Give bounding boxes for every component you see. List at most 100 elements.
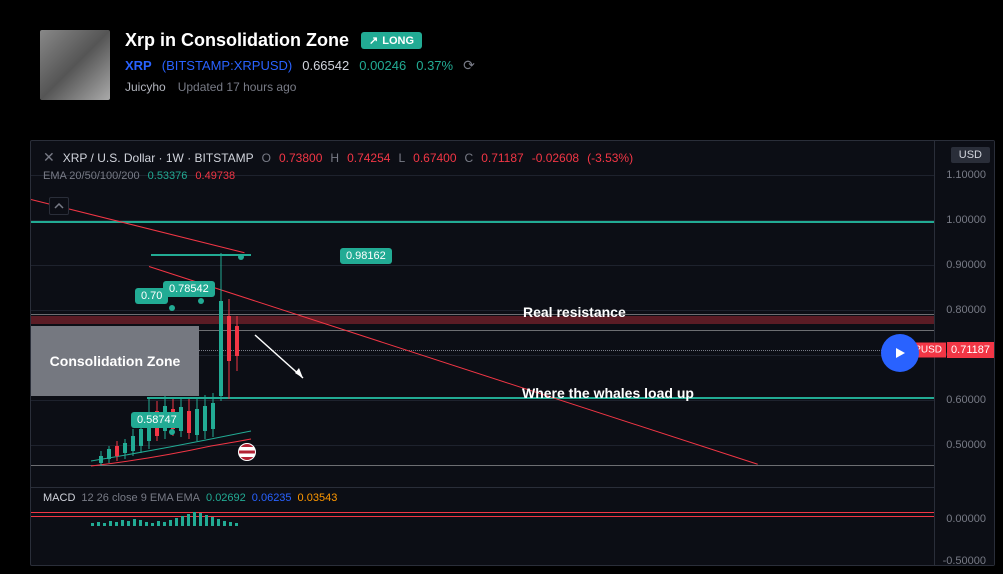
- macd-bar: [103, 523, 106, 526]
- macd-bar: [205, 515, 208, 526]
- ticker-row: XRP (BITSTAMP:XRPUSD) 0.66542 0.00246 0.…: [125, 57, 963, 74]
- pair-label: XRP / U.S. Dollar · 1W · BITSTAMP: [63, 151, 254, 165]
- y-tick: 0.90000: [946, 259, 986, 271]
- macd-bar: [169, 520, 172, 526]
- ohlc-l: 0.67400: [413, 151, 456, 165]
- ohlc-change: -0.02608: [532, 151, 579, 165]
- macd-bar: [175, 518, 178, 526]
- macd-bar: [223, 521, 226, 526]
- macd-bar: [163, 522, 166, 526]
- macd-bar: [121, 520, 124, 526]
- macd-value-1: 0.02692: [206, 492, 246, 504]
- macd-bar: [91, 523, 94, 526]
- price-marker-dot: [169, 305, 175, 311]
- ema-label: EMA 20/50/100/200: [43, 170, 140, 182]
- ohlc-c: 0.71187: [481, 151, 524, 165]
- resistance-line-green-upper: [31, 221, 934, 223]
- macd-bar: [139, 520, 142, 526]
- avatar[interactable]: [40, 30, 110, 100]
- arrow-up-icon: ↗: [369, 34, 378, 47]
- macd-bar: [157, 521, 160, 526]
- play-icon: [893, 346, 907, 360]
- meta-row: Juicyho Updated 17 hours ago: [125, 80, 963, 94]
- ticker-symbol[interactable]: XRP: [125, 58, 152, 73]
- close-icon[interactable]: ✕: [43, 149, 55, 166]
- price-marker-dot: [238, 254, 244, 260]
- play-button[interactable]: [881, 334, 919, 372]
- macd-signal-line: [31, 516, 934, 517]
- chart-legend: ✕ XRP / U.S. Dollar · 1W · BITSTAMP O 0.7…: [31, 141, 994, 194]
- macd-value-2: 0.06235: [252, 492, 292, 504]
- y-tick: 0.60000: [946, 394, 986, 406]
- price-label: 0.98162: [340, 248, 392, 264]
- ticker-exchange[interactable]: (BITSTAMP:XRPUSD): [162, 58, 293, 73]
- post-info: Xrp in Consolidation Zone ↗ LONG XRP (BI…: [125, 30, 963, 100]
- y-axis[interactable]: USD 1.100001.000000.900000.800000.700000…: [934, 141, 994, 565]
- macd-params: 12 26 close 9 EMA EMA: [81, 492, 200, 504]
- long-badge-text: LONG: [382, 35, 414, 47]
- flag-icon: [238, 443, 256, 461]
- range-line-upper: [31, 314, 934, 315]
- macd-bar: [115, 522, 118, 526]
- macd-bar: [199, 513, 202, 526]
- grid-line: [31, 445, 934, 446]
- real-resistance-annotation: Real resistance: [523, 304, 626, 320]
- post-header: Xrp in Consolidation Zone ↗ LONG XRP (BI…: [0, 0, 1003, 115]
- macd-bar: [181, 516, 184, 526]
- range-line-lower: [31, 465, 934, 466]
- support-line-green: [151, 254, 251, 256]
- macd-label: MACD: [43, 492, 75, 504]
- macd-bar: [109, 521, 112, 526]
- price-label: 0.58747: [131, 412, 183, 428]
- resistance-zone: [31, 316, 934, 324]
- macd-bar: [145, 522, 148, 526]
- y-tick: 0.80000: [946, 304, 986, 316]
- price-marker-dot: [169, 429, 175, 435]
- consolidation-zone-label: Consolidation Zone: [50, 353, 181, 369]
- ohlc-o-label: O: [262, 151, 271, 165]
- post-title-row: Xrp in Consolidation Zone ↗ LONG: [125, 30, 963, 51]
- arrow-annotation: [253, 333, 313, 388]
- long-badge: ↗ LONG: [361, 32, 422, 49]
- macd-bar: [187, 514, 190, 526]
- grid-line: [31, 265, 934, 266]
- ohlc-h-label: H: [330, 151, 339, 165]
- collapse-button[interactable]: [49, 197, 69, 215]
- ohlc-o: 0.73800: [279, 151, 322, 165]
- macd-bar: [217, 519, 220, 526]
- macd-bar: [235, 523, 238, 526]
- macd-bar: [229, 522, 232, 526]
- macd-bar: [97, 522, 100, 526]
- ticker-change-pct: 0.37%: [416, 58, 453, 73]
- price-marker-dot: [198, 298, 204, 304]
- trend-line-red-2: [149, 266, 758, 465]
- timer-icon[interactable]: ⟳: [463, 57, 475, 74]
- macd-bar: [133, 519, 136, 526]
- macd-legend: MACD 12 26 close 9 EMA EMA 0.02692 0.062…: [43, 492, 337, 504]
- author-link[interactable]: Juicyho: [125, 80, 166, 94]
- macd-bar: [211, 517, 214, 526]
- y-tick: 0.50000: [946, 439, 986, 451]
- y-tick: 1.00000: [946, 214, 986, 226]
- ema-value-2: 0.49738: [195, 170, 235, 182]
- macd-value-3: 0.03543: [298, 492, 338, 504]
- grid-line: [31, 310, 934, 311]
- grid-line: [31, 400, 934, 401]
- price-marker-value: 0.71187: [947, 342, 994, 358]
- chart-container[interactable]: ✕ XRP / U.S. Dollar · 1W · BITSTAMP O 0.7…: [30, 140, 995, 566]
- consolidation-zone-box: Consolidation Zone: [31, 326, 199, 396]
- ema-value-1: 0.53376: [148, 170, 188, 182]
- macd-panel: MACD 12 26 close 9 EMA EMA 0.02692 0.062…: [31, 487, 934, 565]
- updated-time: Updated 17 hours ago: [178, 80, 297, 94]
- ohlc-c-label: C: [465, 151, 474, 165]
- whales-annotation: Where the whales load up: [522, 385, 694, 401]
- macd-zero-line: [31, 512, 934, 513]
- ohlc-l-label: L: [398, 151, 405, 165]
- post-title: Xrp in Consolidation Zone: [125, 30, 349, 51]
- ohlc-change-pct: (-3.53%): [587, 151, 633, 165]
- ticker-price: 0.66542: [302, 58, 349, 73]
- y-tick: -0.50000: [943, 555, 986, 567]
- chevron-up-icon: [54, 203, 64, 209]
- macd-bar: [193, 512, 196, 526]
- chart-plot-area[interactable]: USD 1.100001.000000.900000.800000.700000…: [31, 141, 994, 565]
